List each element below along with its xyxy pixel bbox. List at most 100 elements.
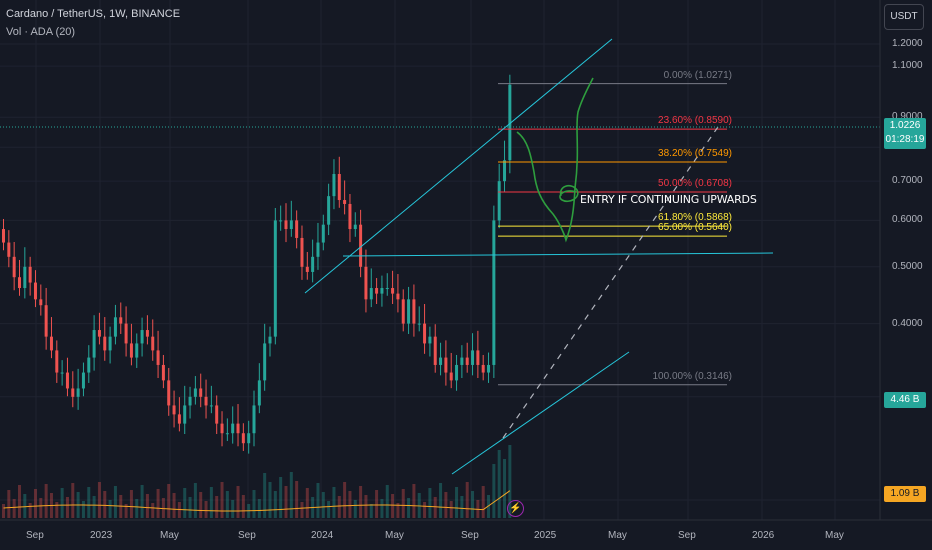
- volume-bar: [353, 500, 357, 518]
- candle-body: [417, 323, 421, 325]
- candle-body: [444, 357, 448, 373]
- volume-bar: [273, 491, 277, 518]
- candle-body: [487, 364, 491, 373]
- volume-bar: [508, 445, 512, 518]
- candle-body: [140, 330, 144, 344]
- volume-bar: [295, 481, 299, 518]
- candle-body: [241, 433, 245, 444]
- candle-body: [193, 388, 197, 397]
- candle-body: [199, 388, 203, 397]
- volume-bar: [156, 489, 160, 518]
- candle-body: [289, 220, 293, 230]
- candle-body: [481, 364, 485, 373]
- candle-body: [161, 364, 165, 381]
- projected-path-drawing[interactable]: [516, 77, 594, 243]
- channel-lower-line[interactable]: [451, 351, 630, 475]
- volume-bar: [481, 486, 485, 518]
- last-price-tag: 1.0226 01:28:19: [884, 118, 926, 149]
- volume-value-tag: 4.46 B: [884, 392, 926, 408]
- fib-retracement[interactable]: [498, 83, 727, 386]
- trend-drawings[interactable]: [0, 38, 880, 475]
- volume-bar: [263, 473, 267, 518]
- price-tick-label: 1.2000: [892, 38, 923, 49]
- entry-annotation[interactable]: ENTRY IF CONTINUING UPWARDS: [580, 193, 757, 206]
- candle-body: [492, 220, 496, 365]
- volume-bar: [140, 485, 144, 518]
- candle-body: [17, 277, 21, 289]
- volume-bar: [364, 495, 368, 518]
- candle-body: [231, 423, 235, 434]
- volume-bar: [129, 490, 133, 518]
- candle-body: [471, 350, 475, 365]
- time-tick-label: 2024: [311, 530, 334, 541]
- candle-body: [39, 299, 43, 306]
- volume-bar: [359, 486, 363, 518]
- fib-level-label: 50.00% (0.6708): [658, 178, 732, 190]
- volume-bar: [257, 499, 261, 518]
- volume-bar: [471, 491, 475, 518]
- candle-body: [359, 224, 363, 267]
- projection-dashed-line[interactable]: [502, 123, 721, 439]
- volume-bar: [145, 494, 149, 518]
- horizontal-support-line[interactable]: [342, 252, 774, 257]
- candle-body: [321, 224, 325, 243]
- volume-bar: [188, 497, 192, 518]
- candle-body: [295, 220, 299, 238]
- volume-bar: [401, 489, 405, 518]
- candle-body: [508, 84, 512, 161]
- volume-bar: [135, 499, 139, 518]
- price-tick-label: 0.4000: [892, 317, 923, 329]
- volume-indicator-label[interactable]: Vol · ADA (20): [6, 26, 76, 38]
- time-tick-label: May: [385, 530, 404, 541]
- candle-body: [183, 405, 187, 424]
- volume-bar: [28, 503, 32, 518]
- volume-bar: [113, 486, 117, 518]
- candle-body: [332, 174, 336, 197]
- volume-bar: [65, 497, 69, 518]
- volume-bar: [391, 494, 395, 518]
- candle-body: [167, 380, 171, 406]
- candle-body: [337, 174, 341, 201]
- candles: [2, 74, 512, 454]
- candle-body: [2, 229, 5, 243]
- candle-body: [433, 336, 437, 365]
- volume-bar: [385, 485, 389, 518]
- candle-body: [119, 317, 123, 324]
- candle-body: [305, 266, 309, 272]
- volume-bar: [199, 492, 203, 518]
- volume-bar: [369, 504, 373, 518]
- channel-upper-line[interactable]: [304, 38, 613, 294]
- candle-body: [353, 224, 357, 230]
- volume-ma-tag: 1.09 B: [884, 486, 926, 502]
- volume-bar: [321, 492, 325, 518]
- symbol-title[interactable]: Cardano / TetherUS, 1W, BINANCE: [6, 8, 181, 20]
- currency-selector[interactable]: USDT: [884, 4, 924, 30]
- volume-bar: [412, 484, 416, 518]
- candle-body: [460, 357, 464, 365]
- candle-body: [92, 330, 96, 358]
- volume-bar: [503, 459, 507, 518]
- price-tick-label: 0.6000: [892, 214, 923, 226]
- candle-body: [423, 323, 427, 344]
- candle-body: [60, 372, 64, 374]
- candle-body: [204, 396, 208, 406]
- volume-bar: [124, 504, 128, 518]
- volume-bar: [225, 491, 229, 518]
- candle-body: [449, 372, 453, 381]
- volume-bar: [268, 482, 272, 518]
- volume-bar: [204, 501, 208, 518]
- lightning-icon[interactable]: ⚡: [507, 500, 524, 517]
- candle-body: [220, 423, 224, 434]
- candle-body: [87, 357, 91, 373]
- time-tick-label: Sep: [678, 530, 696, 541]
- volume-bar: [327, 501, 331, 518]
- time-tick-label: Sep: [238, 530, 256, 541]
- volume-bar: [220, 482, 224, 518]
- candle-body: [503, 160, 507, 182]
- candle-body: [7, 242, 11, 257]
- volume-bar: [103, 491, 107, 518]
- candle-body: [225, 433, 229, 435]
- entry-circle-drawing[interactable]: [559, 184, 579, 203]
